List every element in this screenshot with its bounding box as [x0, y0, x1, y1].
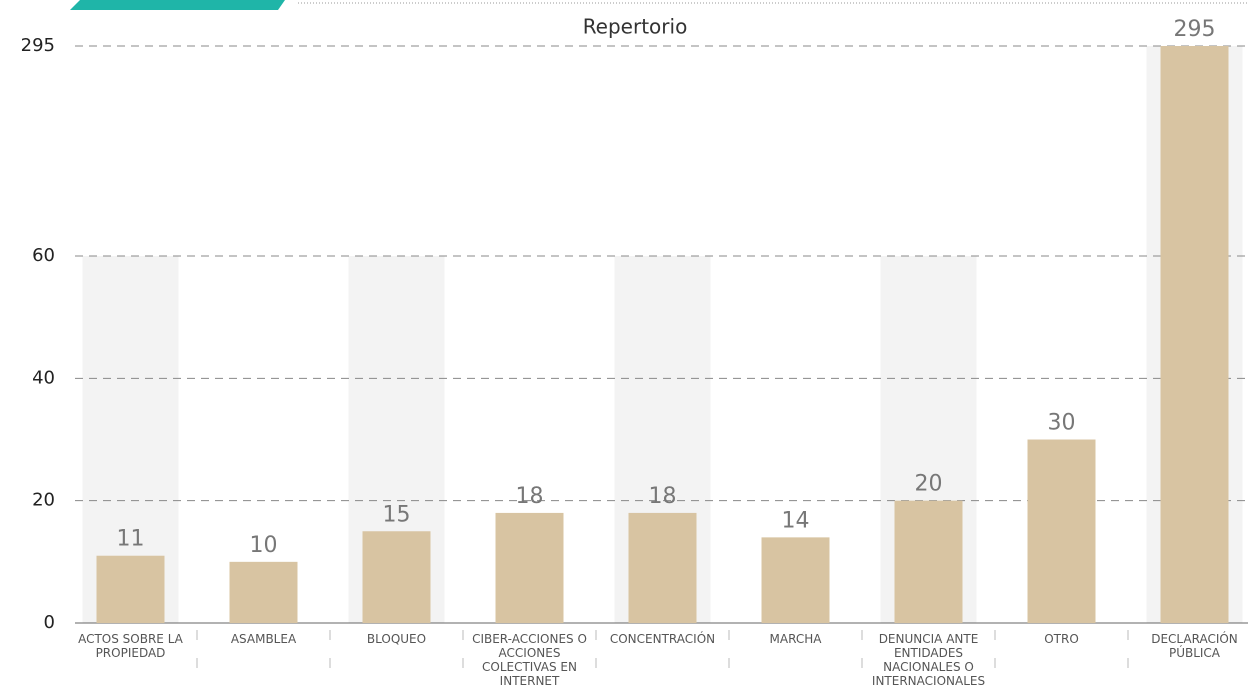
y-tick-label: 60: [32, 245, 55, 266]
x-tick-label: OTRO: [1044, 632, 1079, 646]
y-tick-label: 20: [32, 490, 55, 511]
value-label: 18: [516, 484, 544, 509]
bar: [495, 512, 564, 623]
value-label: 11: [117, 527, 145, 552]
value-label: 10: [250, 533, 278, 558]
bar: [1160, 46, 1229, 623]
x-tick-label: ACTOS SOBRE LA PROPIEDAD: [78, 632, 183, 660]
bar: [761, 537, 830, 623]
y-tick-label: 0: [44, 612, 55, 633]
value-label: 295: [1174, 17, 1216, 42]
header-tab: [70, 0, 285, 10]
x-tick-label: DENUNCIA ANTE ENTIDADES NACIONALES O INT…: [871, 632, 986, 688]
chart-title: Repertorio: [583, 15, 688, 39]
value-label: 15: [383, 502, 411, 527]
x-tick-label: BLOQUEO: [366, 632, 427, 646]
x-tick-label: CONCENTRACIÓN: [609, 632, 716, 646]
x-tick-label: MARCHA: [769, 632, 822, 646]
bar: [96, 555, 165, 623]
x-tick-label: ASAMBLEA: [230, 632, 297, 646]
x-tick-label: DECLARACIÓN PÚBLICA: [1151, 632, 1238, 660]
y-tick-label: 295: [21, 35, 55, 56]
value-label: 18: [649, 484, 677, 509]
value-label: 20: [915, 472, 943, 497]
bar: [628, 512, 697, 623]
bar: [894, 500, 963, 623]
y-tick-label: 40: [32, 367, 55, 388]
x-tick-label: CIBER-ACCIONES O ACCIONES COLECTIVAS EN …: [472, 632, 587, 688]
bar: [1027, 439, 1096, 623]
value-label: 30: [1048, 411, 1076, 436]
bar: [362, 531, 431, 623]
value-label: 14: [782, 508, 810, 533]
bar: [229, 561, 298, 623]
